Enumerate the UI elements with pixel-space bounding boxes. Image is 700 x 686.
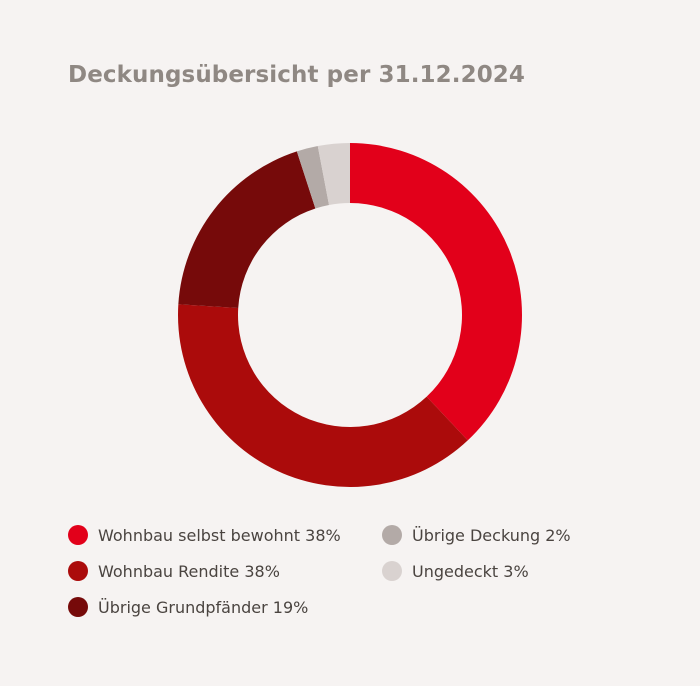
legend-item-5: Ungedeckt 3%	[382, 561, 529, 581]
legend-label: Ungedeckt 3%	[412, 561, 529, 581]
legend-item-4: Übrige Deckung 2%	[382, 525, 571, 545]
legend-label: Übrige Deckung 2%	[412, 525, 571, 545]
legend-dot	[382, 525, 402, 545]
legend-label: Übrige Grundpfänder 19%	[98, 597, 309, 617]
donut-slice-3	[178, 151, 316, 308]
legend-dot	[68, 525, 88, 545]
donut-slice-4	[296, 146, 330, 209]
legend-dot	[68, 597, 88, 617]
legend-label: Wohnbau selbst bewohnt 38%	[98, 525, 341, 545]
legend-dot	[68, 561, 88, 581]
legend-dot	[382, 561, 402, 581]
donut-slice-2	[178, 304, 468, 487]
legend-item-3: Übrige Grundpfänder 19%	[68, 597, 308, 617]
legend-label: Wohnbau Rendite 38%	[98, 561, 280, 581]
legend-item-1: Wohnbau selbst bewohnt 38%	[68, 525, 341, 545]
donut-slice-1	[350, 143, 522, 441]
legend-item-2: Wohnbau Rendite 38%	[68, 561, 280, 581]
donut-slice-5	[317, 143, 350, 205]
donut-slices	[178, 143, 522, 487]
chart-title: Deckungsübersicht per 31.12.2024	[68, 62, 526, 88]
